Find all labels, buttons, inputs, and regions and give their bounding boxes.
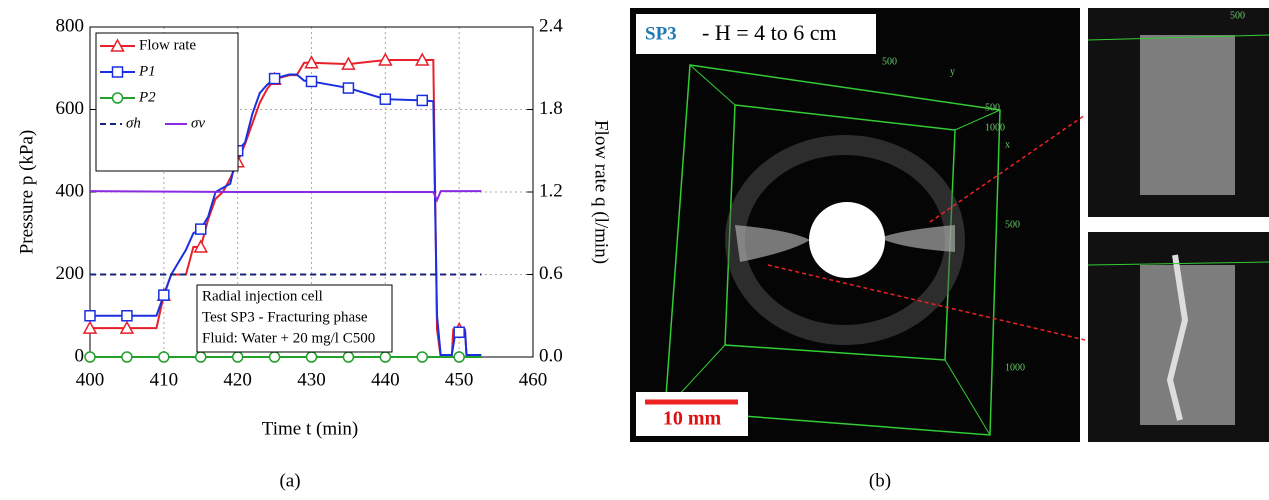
legend-label: P1 — [138, 63, 156, 79]
marker — [305, 75, 318, 88]
marker — [82, 320, 98, 334]
volume-axis-label: 500 — [1230, 10, 1245, 21]
volume-axis-label: 500 — [985, 102, 1000, 113]
legend-label: Flow rate — [139, 37, 196, 53]
annotation-text: Fluid: Water + 20 mg/l C500 — [202, 330, 375, 346]
marker — [231, 351, 244, 363]
scale-label: 10 mm — [663, 408, 722, 430]
marker — [378, 52, 393, 66]
x-tick-label: 450 — [445, 369, 474, 390]
x-tick-label: 460 — [519, 369, 548, 390]
x-tick-label: 400 — [76, 369, 105, 390]
test-id: SP3 — [645, 23, 677, 44]
marker — [121, 310, 133, 322]
x-tick-label: 410 — [150, 369, 179, 390]
y-tick-label: 600 — [56, 98, 85, 119]
marker — [268, 72, 281, 85]
y2-tick-label: 0.0 — [539, 345, 563, 366]
marker — [379, 351, 392, 363]
y2-tick-label: 1.8 — [539, 98, 563, 119]
caption-b: (b) — [869, 470, 891, 491]
x-tick-label: 430 — [297, 369, 326, 390]
marker — [305, 351, 318, 363]
marker — [342, 351, 355, 363]
marker — [379, 93, 392, 105]
marker — [111, 92, 124, 104]
legend-label: P2 — [138, 89, 156, 105]
annotation-text: Radial injection cell — [202, 288, 323, 304]
marker — [84, 310, 96, 322]
marker — [341, 56, 356, 70]
x-tick-label: 440 — [371, 369, 400, 390]
marker — [111, 66, 124, 78]
marker — [304, 55, 319, 69]
test-height: - H = 4 to 6 cm — [702, 20, 837, 45]
y-tick-label: 800 — [56, 15, 85, 36]
x-axis-title: Time t (min) — [262, 418, 358, 439]
marker — [195, 351, 207, 363]
y2-tick-label: 2.4 — [539, 15, 563, 36]
marker — [414, 52, 430, 66]
y2-axis-title: Flow rate q (l/min) — [591, 120, 612, 264]
marker — [121, 351, 133, 363]
legend-label: σv — [191, 115, 205, 131]
y2-tick-label: 1.2 — [539, 180, 563, 201]
series-line — [89, 190, 482, 203]
series-line — [90, 73, 482, 356]
annotation-text: Test SP3 - Fracturing phase — [202, 309, 368, 325]
annotation-box — [196, 284, 393, 353]
marker — [158, 289, 170, 301]
x-tick-label: 420 — [223, 369, 252, 390]
marker — [342, 82, 355, 94]
marker — [268, 351, 281, 363]
marker — [158, 351, 170, 363]
volume-axis-label: x — [1005, 139, 1010, 150]
marker — [193, 239, 209, 253]
volume-axis-label: 500 — [1005, 219, 1020, 230]
marker — [84, 351, 96, 363]
marker — [195, 223, 207, 235]
y-tick-label: 400 — [56, 180, 85, 201]
y-axis-title: Pressure p (kPa) — [16, 130, 37, 255]
y-tick-label: 0 — [75, 345, 85, 366]
ct-image-bottom — [1087, 232, 1269, 442]
caption-a: (a) — [279, 470, 300, 491]
marker — [416, 94, 428, 107]
marker — [119, 320, 135, 334]
volume-axis-label: 1000 — [985, 122, 1005, 133]
marker — [110, 38, 125, 52]
volume-axis-label: 500 — [882, 56, 897, 67]
marker — [453, 326, 465, 338]
marker — [416, 351, 428, 363]
ct-image-top — [1087, 8, 1269, 217]
volume-axis-label: y — [950, 66, 955, 77]
volume-axis-label: 1000 — [1005, 362, 1025, 373]
legend-label: σh — [126, 115, 141, 131]
ct-image-main — [630, 8, 1086, 442]
y-tick-label: 200 — [56, 263, 85, 284]
y2-tick-label: 0.6 — [539, 263, 563, 284]
marker — [453, 351, 465, 363]
